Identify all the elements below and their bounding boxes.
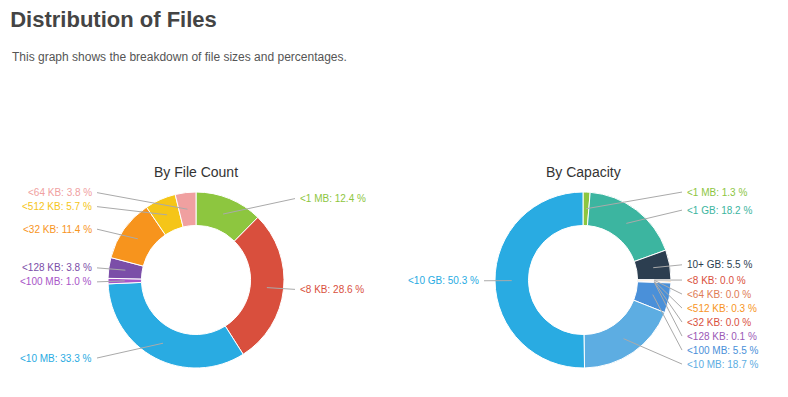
svg-text:<128 KB: 0.1 %: <128 KB: 0.1 %: [687, 331, 757, 342]
svg-text:This graph shows the breakdown: This graph shows the breakdown of file s…: [12, 50, 347, 64]
svg-text:10+ GB: 5.5 %: 10+ GB: 5.5 %: [687, 259, 752, 270]
svg-text:<10 GB: 50.3 %: <10 GB: 50.3 %: [408, 275, 479, 286]
svg-text:<1 GB: 18.2 %: <1 GB: 18.2 %: [687, 205, 752, 216]
svg-text:<1 MB: 12.4 %: <1 MB: 12.4 %: [300, 193, 366, 204]
svg-text:<100 MB: 5.5 %: <100 MB: 5.5 %: [687, 345, 759, 356]
svg-text:<32 KB: 0.0 %: <32 KB: 0.0 %: [687, 317, 751, 328]
svg-text:<1 MB: 1.3 %: <1 MB: 1.3 %: [687, 187, 747, 198]
svg-text:<512 KB: 5.7 %: <512 KB: 5.7 %: [22, 201, 92, 212]
svg-text:<32 KB: 11.4 %: <32 KB: 11.4 %: [23, 224, 92, 235]
svg-text:Distribution of Files: Distribution of Files: [10, 7, 217, 32]
svg-text:<10 MB: 33.3 %: <10 MB: 33.3 %: [20, 353, 92, 364]
svg-text:<8 KB: 0.0 %: <8 KB: 0.0 %: [687, 275, 746, 286]
svg-text:<512 KB: 0.3 %: <512 KB: 0.3 %: [687, 303, 757, 314]
svg-text:<10 MB: 18.7 %: <10 MB: 18.7 %: [687, 359, 759, 370]
svg-text:<64 KB: 0.0 %: <64 KB: 0.0 %: [687, 289, 751, 300]
svg-text:By Capacity: By Capacity: [546, 164, 621, 180]
svg-text:<100 MB: 1.0 %: <100 MB: 1.0 %: [20, 276, 92, 287]
svg-text:<8 KB: 28.6 %: <8 KB: 28.6 %: [300, 284, 364, 295]
svg-text:<64 KB: 3.8 %: <64 KB: 3.8 %: [28, 187, 92, 198]
svg-text:<128 KB: 3.8 %: <128 KB: 3.8 %: [22, 262, 92, 273]
svg-text:By File Count: By File Count: [154, 164, 238, 180]
